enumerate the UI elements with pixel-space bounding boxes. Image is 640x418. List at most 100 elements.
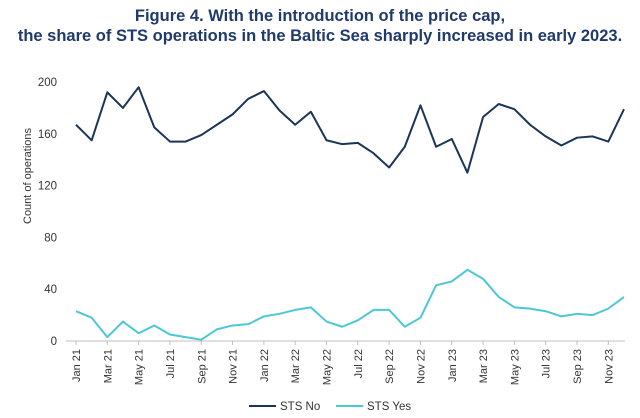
data-point — [592, 135, 594, 137]
x-axis-ticks: Jan 21 Mar 21 May 21 Jul 21 Sep 21 Nov 21 Jan … — [71, 341, 615, 385]
data-point — [106, 91, 108, 93]
data-point — [91, 317, 93, 319]
data-point — [326, 139, 328, 141]
y-tick-label: 200 — [38, 77, 57, 89]
data-point — [310, 306, 312, 308]
data-point — [185, 336, 187, 338]
data-point — [185, 141, 187, 143]
data-point — [247, 98, 249, 100]
data-point — [545, 310, 547, 312]
data-point — [498, 296, 500, 298]
data-point — [623, 108, 625, 110]
data-point — [138, 332, 140, 334]
data-point — [607, 141, 609, 143]
data-point — [200, 134, 202, 136]
data-point — [607, 308, 609, 310]
x-tick-label: Sep 22 — [384, 349, 396, 384]
data-point — [357, 142, 359, 144]
series-sts-no — [75, 86, 625, 174]
data-point — [263, 90, 265, 92]
x-tick-label: Jan 23 — [447, 349, 459, 382]
y-axis-label-group: Count of operations — [22, 127, 34, 224]
data-point — [592, 314, 594, 316]
data-point — [294, 309, 296, 311]
series-line — [75, 86, 625, 174]
data-point — [404, 326, 406, 328]
legend-label: STS Yes — [367, 401, 411, 413]
data-point — [232, 324, 234, 326]
x-tick-label: May 21 — [134, 349, 146, 385]
chart-title: Figure 4. With the introduction of the p… — [0, 6, 640, 46]
x-tick-label: Nov 21 — [228, 349, 240, 384]
data-point — [560, 315, 562, 317]
data-point — [122, 321, 124, 323]
x-tick-label: May 23 — [509, 349, 521, 385]
data-point — [200, 339, 202, 341]
x-tick-label: Nov 22 — [415, 349, 427, 384]
data-point — [122, 107, 124, 109]
x-tick-label: Jul 21 — [165, 349, 177, 378]
data-point — [466, 269, 468, 271]
data-point — [169, 334, 171, 336]
data-point — [247, 323, 249, 325]
data-point — [153, 324, 155, 326]
x-tick-label: Mar 21 — [102, 349, 114, 383]
data-point — [279, 313, 281, 315]
x-tick-label: Mar 23 — [478, 349, 490, 383]
y-tick-label: 120 — [38, 181, 57, 193]
x-tick-label: Jan 22 — [259, 349, 271, 382]
series-line — [75, 268, 625, 341]
data-point — [404, 146, 406, 148]
data-point — [560, 144, 562, 146]
data-point — [341, 143, 343, 145]
x-tick-label: Mar 22 — [290, 349, 302, 383]
data-point — [529, 124, 531, 126]
series-sts-yes — [75, 268, 625, 341]
x-tick-label: Jul 22 — [353, 349, 365, 378]
y-tick-label: 160 — [38, 129, 57, 141]
data-point — [216, 124, 218, 126]
y-tick-label: 40 — [44, 284, 57, 296]
data-point — [91, 139, 93, 141]
data-point — [372, 152, 374, 154]
chart-title-line-1: Figure 4. With the introduction of the p… — [134, 7, 506, 25]
y-axis-label: Count of operations — [22, 127, 34, 224]
chart-title-line-2: the share of STS operations in the Balti… — [17, 27, 623, 45]
data-point — [169, 141, 171, 143]
data-point — [216, 328, 218, 330]
data-point — [545, 135, 547, 137]
data-point — [388, 309, 390, 311]
data-point — [341, 326, 343, 328]
data-point — [482, 116, 484, 118]
data-point — [279, 109, 281, 111]
data-point — [388, 166, 390, 168]
data-point — [513, 108, 515, 110]
data-point — [435, 284, 437, 286]
y-tick-label: 80 — [44, 232, 57, 244]
series-lines — [75, 86, 625, 341]
data-point — [513, 306, 515, 308]
data-point — [310, 111, 312, 113]
x-tick-label: May 22 — [322, 349, 334, 385]
x-tick-label: Sep 21 — [196, 349, 208, 384]
data-point — [106, 336, 108, 338]
data-point — [466, 172, 468, 174]
data-point — [482, 278, 484, 280]
x-tick-label: Nov 23 — [603, 349, 615, 384]
legend: STS No STS Yes — [249, 401, 411, 413]
data-point — [294, 124, 296, 126]
data-point — [498, 103, 500, 105]
data-point — [576, 137, 578, 139]
data-point — [623, 296, 625, 298]
data-point — [263, 315, 265, 317]
legend-label: STS No — [280, 401, 320, 413]
data-point — [372, 309, 374, 311]
data-point — [419, 104, 421, 106]
x-tick-label: Jan 21 — [71, 349, 83, 382]
y-axis-ticks: 0 40 80 120 160 200 — [38, 77, 57, 348]
data-point — [75, 124, 77, 126]
x-tick-label: Jul 23 — [541, 349, 553, 378]
data-point — [357, 319, 359, 321]
x-tick-label: Sep 23 — [572, 349, 584, 384]
